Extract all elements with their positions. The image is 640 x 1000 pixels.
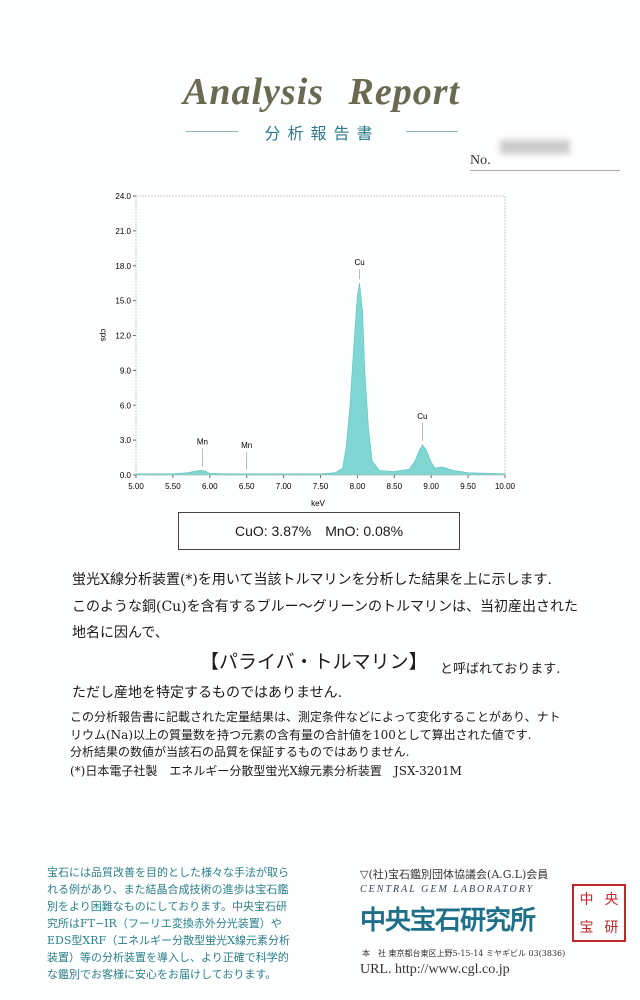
x-axis-label: keV xyxy=(311,499,325,508)
x-tick-label: 6.00 xyxy=(202,482,218,491)
body-line: このような銅(Cu)を含有するブルー～グリーンのトルマリンは、当初産出された xyxy=(72,599,578,615)
seal-char: 研 xyxy=(604,920,619,936)
note-line: 分析結果の数値が当該石の品質を保証するものではありません. xyxy=(70,745,410,759)
x-tick-label: 9.50 xyxy=(460,482,476,491)
agl-text: (社)宝石鑑別団体協議会(A.G.L)会員 xyxy=(368,868,549,881)
diamond-icon: ▽ xyxy=(360,868,369,881)
report-number-line xyxy=(470,170,620,171)
x-tick-label: 7.50 xyxy=(313,482,329,491)
footer-notice: 宝石には品質改善を目的とした様々な手法が取られる例があり、また結晶合成技術の進歩… xyxy=(47,866,290,981)
y-axis-label: cps xyxy=(99,329,108,341)
agl-membership: ▽(社)宝石鑑別団体協議会(A.G.L)会員 xyxy=(360,866,548,882)
lab-logo-japanese: 中央宝石研究所 xyxy=(360,906,536,936)
body-line: 地名に因んで、 xyxy=(72,625,169,641)
plot-frame xyxy=(135,195,506,476)
divider xyxy=(406,131,458,132)
report-title: Analysis Report xyxy=(183,71,461,113)
body-line: 蛍光X線分析装置(*)を用いて当該トルマリンを分析した結果を上に示します. xyxy=(72,572,552,588)
lab-address: 本 社 東京都台東区上野5-15-14 ミヤギビル 03(3836) xyxy=(362,949,566,958)
spectrum-area xyxy=(135,283,506,476)
instrument-note: (*)日本電子社製 エネルギー分散型蛍光X線元素分析装置 JSX-3201M xyxy=(70,764,462,778)
peak-label: Cu xyxy=(417,412,427,421)
report-number-label: No. xyxy=(470,153,491,168)
x-tick-label: 5.00 xyxy=(128,482,144,491)
y-tick-label: 9.0 xyxy=(120,366,132,375)
report-subtitle: 分析報告書 xyxy=(264,124,380,143)
body-line: と呼ばれております. xyxy=(440,662,561,677)
seal-char: 央 xyxy=(604,892,619,908)
y-tick-label: 24.0 xyxy=(115,192,131,201)
y-tick-label: 15.0 xyxy=(115,297,131,306)
variety-name: 【パライバ・トルマリン】 xyxy=(200,651,428,673)
composition-result: CuO: 3.87% MnO: 0.08% xyxy=(178,512,460,550)
lab-url[interactable]: URL. http://www.cgl.co.jp xyxy=(360,962,510,977)
x-tick-label: 6.50 xyxy=(239,482,255,491)
x-tick-label: 5.50 xyxy=(165,482,181,491)
lab-name-english: CENTRAL GEM LABORATORY xyxy=(360,884,535,895)
y-tick-label: 12.0 xyxy=(115,332,131,341)
x-tick-label: 8.50 xyxy=(387,482,403,491)
x-tick-label: 9.00 xyxy=(423,482,439,491)
note-line: リウム(Na)以上の質量数を持つ元素の含有量の合計値を100として算出された値で… xyxy=(70,728,532,742)
seal-char: 中 xyxy=(579,892,594,908)
peak-label: Mn xyxy=(241,441,252,450)
report-number-redacted xyxy=(500,140,570,154)
y-tick-label: 0.0 xyxy=(120,471,132,480)
red-seal-stamp: 中央宝研 xyxy=(572,884,626,942)
y-tick-label: 3.0 xyxy=(120,436,132,445)
x-tick-label: 7.00 xyxy=(276,482,292,491)
note-line: この分析報告書に記載された定量結果は、測定条件などによって変化することがあり、ナ… xyxy=(70,710,561,724)
x-tick-label: 10.00 xyxy=(495,482,516,491)
body-line: ただし産地を特定するものではありません. xyxy=(72,685,343,701)
xrf-spectrum-chart: Mn Mn Cu Cu 5.00 5.50 6.00 6.50 7.00 7.50 8.00 8.50… xyxy=(99,192,516,508)
y-tick-label: 21.0 xyxy=(115,227,131,236)
x-tick-label: 8.00 xyxy=(350,482,366,491)
divider xyxy=(186,131,238,132)
y-tick-label: 18.0 xyxy=(115,262,131,271)
peak-label: Cu xyxy=(354,258,364,267)
seal-char: 宝 xyxy=(579,920,594,936)
peak-label: Mn xyxy=(197,437,208,446)
y-tick-label: 6.0 xyxy=(120,401,132,410)
